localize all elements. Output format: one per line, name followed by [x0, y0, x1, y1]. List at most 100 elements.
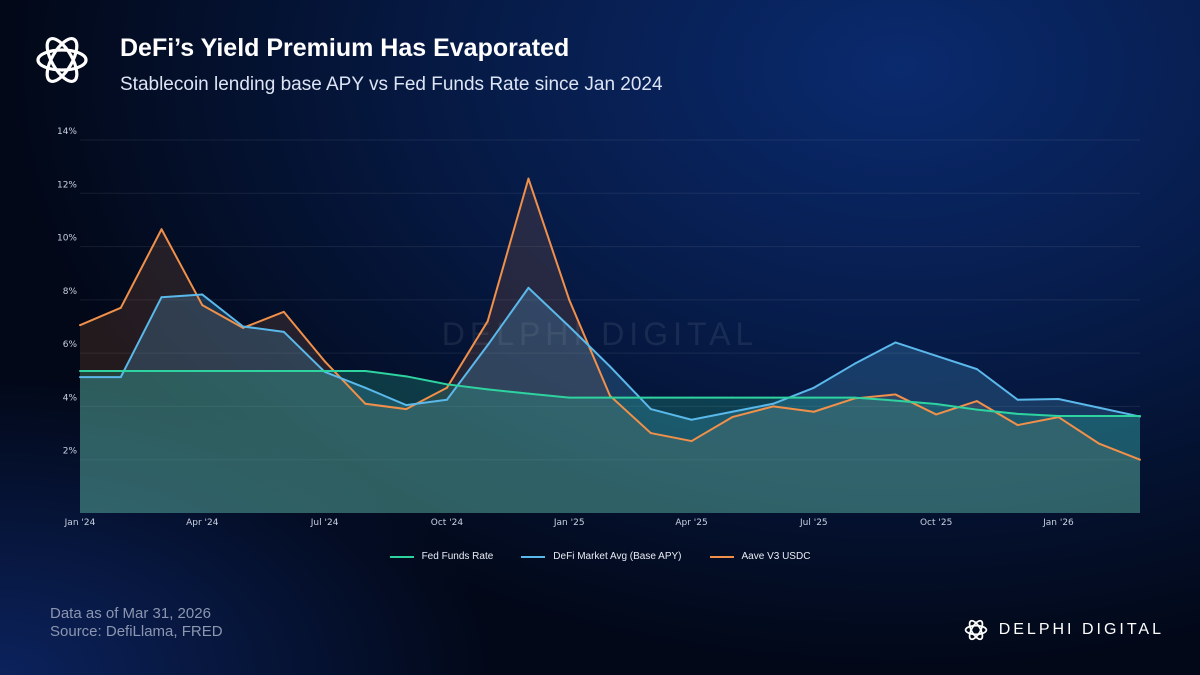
data-point	[609, 394, 611, 397]
data-point	[649, 408, 652, 411]
data-point	[405, 375, 408, 378]
y-tick-label: 8%	[63, 287, 78, 297]
data-point	[1098, 415, 1101, 418]
data-point	[79, 324, 81, 327]
data-point	[935, 403, 938, 406]
x-tick-label: Jan '24	[64, 518, 96, 528]
legend-label: Fed Funds Rate	[421, 551, 494, 562]
data-point	[1098, 442, 1101, 445]
x-tick-label: Jan '26	[1042, 518, 1074, 528]
data-point	[1057, 397, 1060, 400]
chart-area: DELPHI DIGITAL 2% 4% 6% 8% 10% 12% 14% Jan '24 A…	[57, 127, 1141, 528]
data-point	[731, 396, 734, 399]
data-point	[201, 304, 204, 307]
data-point	[527, 286, 530, 289]
y-tick-label: 6%	[63, 340, 78, 350]
data-point	[1098, 406, 1101, 409]
data-point	[445, 383, 448, 386]
x-tick-label: Oct '25	[920, 518, 952, 528]
data-point	[772, 402, 775, 405]
series-area	[80, 178, 1140, 513]
data-point	[1016, 412, 1019, 415]
data-point	[1057, 415, 1060, 418]
data-point	[160, 228, 163, 231]
data-point	[160, 369, 163, 372]
watermark: DELPHI DIGITAL	[442, 316, 759, 352]
data-point	[486, 344, 489, 347]
y-tick-label: 2%	[63, 447, 78, 457]
brand-name: DELPHI DIGITAL	[998, 621, 1164, 638]
data-point	[445, 398, 448, 401]
data-point	[975, 408, 978, 411]
data-point	[975, 400, 978, 403]
data-point	[282, 310, 285, 313]
data-point	[609, 365, 611, 368]
data-point	[282, 330, 285, 333]
data-point	[731, 416, 734, 419]
data-date: Data as of Mar 31, 2026	[50, 605, 211, 622]
x-tick-label: Jul '25	[799, 518, 828, 528]
data-point	[772, 396, 775, 399]
data-point	[527, 392, 530, 395]
data-point	[242, 325, 245, 328]
background-glow	[0, 375, 500, 675]
data-point	[282, 369, 285, 372]
delphi-logo-icon	[964, 619, 987, 641]
data-point	[812, 386, 815, 389]
data-point	[79, 369, 81, 372]
series-area	[80, 370, 1140, 513]
data-point	[975, 368, 978, 371]
data-point	[568, 298, 571, 301]
source: Source: DefiLlama, FRED	[50, 623, 223, 640]
x-tick-label: Apr '25	[675, 518, 707, 528]
data-point	[486, 320, 489, 323]
data-point	[527, 177, 530, 180]
legend-item[interactable]: Fed Funds Rate	[389, 551, 494, 562]
y-tick-label: 4%	[63, 393, 78, 403]
x-tick-label: Jan '25	[553, 518, 585, 528]
data-point	[119, 369, 122, 372]
data-point	[772, 405, 775, 408]
legend: Fed Funds Rate DeFi Market Avg (Base APY)…	[0, 551, 1200, 562]
legend-label: DeFi Market Avg (Base APY)	[553, 551, 682, 562]
data-point	[405, 408, 408, 411]
data-point	[731, 410, 734, 413]
data-point	[894, 341, 897, 344]
data-point	[894, 399, 897, 402]
legend-item[interactable]: DeFi Market Avg (Base APY)	[521, 551, 682, 562]
data-point	[690, 440, 693, 443]
data-point	[649, 396, 652, 399]
data-point	[690, 396, 693, 399]
data-point	[201, 293, 204, 296]
data-point	[79, 376, 81, 379]
legend-swatch	[389, 555, 414, 558]
brand: DELPHI DIGITAL	[963, 617, 1164, 643]
data-point	[119, 306, 122, 309]
legend-swatch	[709, 555, 734, 558]
data-point	[364, 369, 367, 372]
data-point	[160, 296, 163, 299]
data-point	[323, 369, 326, 372]
data-point	[690, 418, 693, 421]
data-point	[119, 376, 122, 379]
data-point	[1139, 415, 1141, 418]
x-tick-label: Jul '24	[310, 518, 339, 528]
data-point	[1016, 398, 1019, 401]
data-point	[1139, 458, 1141, 461]
legend-item[interactable]: Aave V3 USDC	[709, 551, 811, 562]
data-point	[1016, 424, 1019, 427]
chart-title: DeFi’s Yield Premium Has Evaporated	[120, 34, 570, 62]
legend-label: Aave V3 USDC	[741, 551, 811, 562]
data-point	[364, 386, 367, 389]
data-point	[568, 325, 571, 328]
x-tick-label: Oct '24	[431, 518, 464, 528]
data-point	[853, 396, 856, 399]
data-point	[935, 354, 938, 357]
data-point	[853, 362, 856, 365]
x-tick-label: Apr '24	[186, 518, 219, 528]
y-tick-label: 14%	[57, 127, 77, 137]
data-point	[201, 369, 204, 372]
data-point	[649, 432, 652, 435]
data-point	[242, 369, 245, 372]
data-point	[894, 393, 897, 396]
